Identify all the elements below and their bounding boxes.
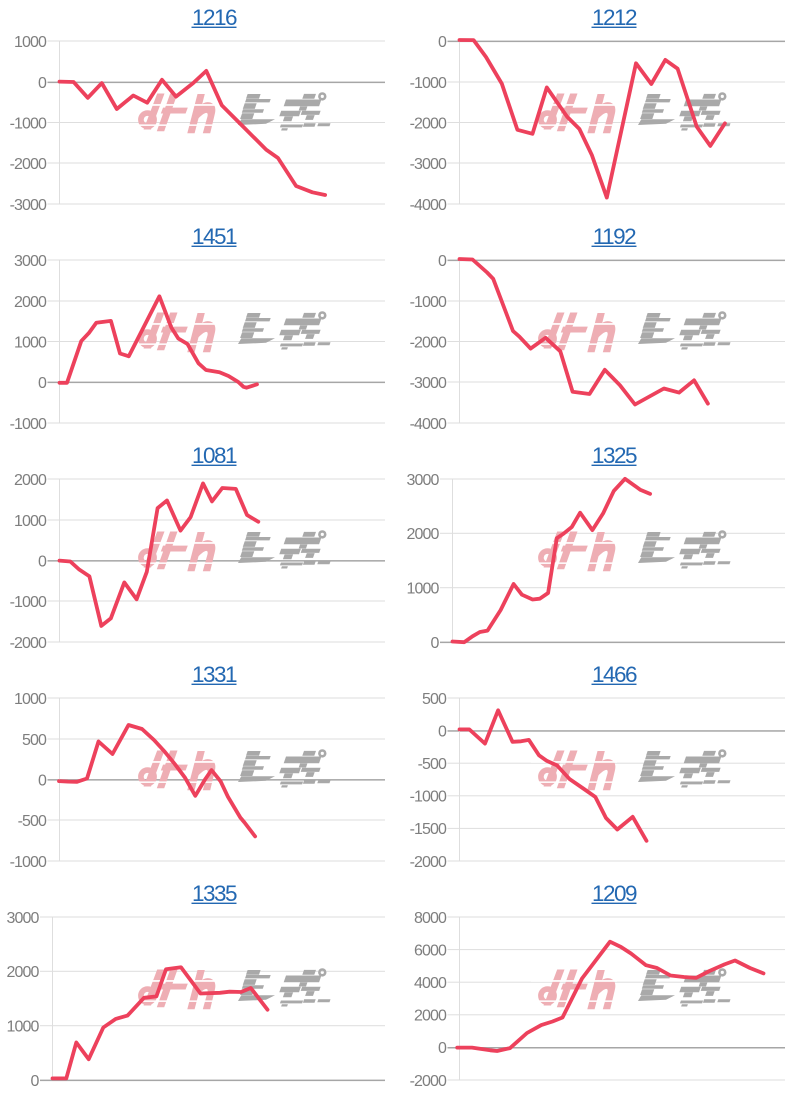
- svg-text:1192: 1192: [593, 224, 636, 249]
- svg-text:-1000: -1000: [10, 854, 47, 871]
- svg-text:-2000: -2000: [410, 334, 447, 351]
- svg-text:8000: 8000: [414, 910, 447, 927]
- svg-text:-1500: -1500: [410, 821, 447, 838]
- svg-text:-2000: -2000: [10, 635, 47, 652]
- svg-text:0: 0: [438, 34, 447, 51]
- svg-text:-2000: -2000: [410, 1073, 447, 1090]
- svg-text:3000: 3000: [14, 253, 47, 270]
- svg-text:3000: 3000: [407, 472, 440, 489]
- svg-text:-2000: -2000: [10, 156, 47, 173]
- svg-text:1325: 1325: [592, 443, 637, 468]
- svg-text:1081: 1081: [192, 443, 237, 468]
- svg-text:1331: 1331: [192, 662, 237, 687]
- svg-text:-3000: -3000: [10, 197, 47, 214]
- svg-text:-3000: -3000: [410, 156, 447, 173]
- svg-text:0: 0: [31, 1073, 40, 1090]
- svg-text:2000: 2000: [14, 294, 47, 311]
- svg-text:1000: 1000: [7, 1019, 40, 1036]
- svg-text:6000: 6000: [414, 942, 447, 959]
- svg-text:-1000: -1000: [410, 789, 447, 806]
- svg-text:0: 0: [38, 75, 47, 92]
- svg-text:2000: 2000: [414, 1008, 447, 1025]
- svg-text:1335: 1335: [192, 881, 237, 906]
- svg-text:-500: -500: [418, 756, 447, 773]
- svg-text:4000: 4000: [414, 975, 447, 992]
- svg-text:1451: 1451: [192, 224, 237, 249]
- svg-text:1000: 1000: [407, 581, 440, 598]
- svg-text:2000: 2000: [14, 472, 47, 489]
- svg-text:0: 0: [38, 553, 47, 570]
- svg-text:0: 0: [438, 253, 447, 270]
- svg-text:0: 0: [38, 772, 47, 789]
- svg-text:2000: 2000: [7, 964, 40, 981]
- svg-text:-500: -500: [18, 813, 47, 830]
- svg-text:1000: 1000: [14, 691, 47, 708]
- svg-text:500: 500: [422, 691, 447, 708]
- svg-text:500: 500: [22, 732, 47, 749]
- svg-text:0: 0: [431, 635, 440, 652]
- svg-text:-1000: -1000: [10, 594, 47, 611]
- svg-text:0: 0: [38, 375, 47, 392]
- svg-text:-1000: -1000: [10, 416, 47, 433]
- svg-text:-2000: -2000: [410, 854, 447, 871]
- svg-text:1212: 1212: [592, 5, 637, 30]
- svg-text:1209: 1209: [592, 881, 637, 906]
- svg-text:-2000: -2000: [410, 115, 447, 132]
- svg-text:-3000: -3000: [410, 375, 447, 392]
- svg-text:-1000: -1000: [410, 294, 447, 311]
- svg-text:1000: 1000: [14, 513, 47, 530]
- svg-text:-4000: -4000: [410, 416, 447, 433]
- svg-text:0: 0: [438, 723, 447, 740]
- svg-text:-4000: -4000: [410, 197, 447, 214]
- svg-text:3000: 3000: [7, 910, 40, 927]
- svg-text:1216: 1216: [192, 5, 237, 30]
- svg-text:0: 0: [438, 1040, 447, 1057]
- svg-text:1000: 1000: [14, 334, 47, 351]
- svg-text:-1000: -1000: [10, 115, 47, 132]
- svg-text:1466: 1466: [592, 662, 637, 687]
- svg-text:1000: 1000: [14, 34, 47, 51]
- svg-text:-1000: -1000: [410, 75, 447, 92]
- svg-text:2000: 2000: [407, 526, 440, 543]
